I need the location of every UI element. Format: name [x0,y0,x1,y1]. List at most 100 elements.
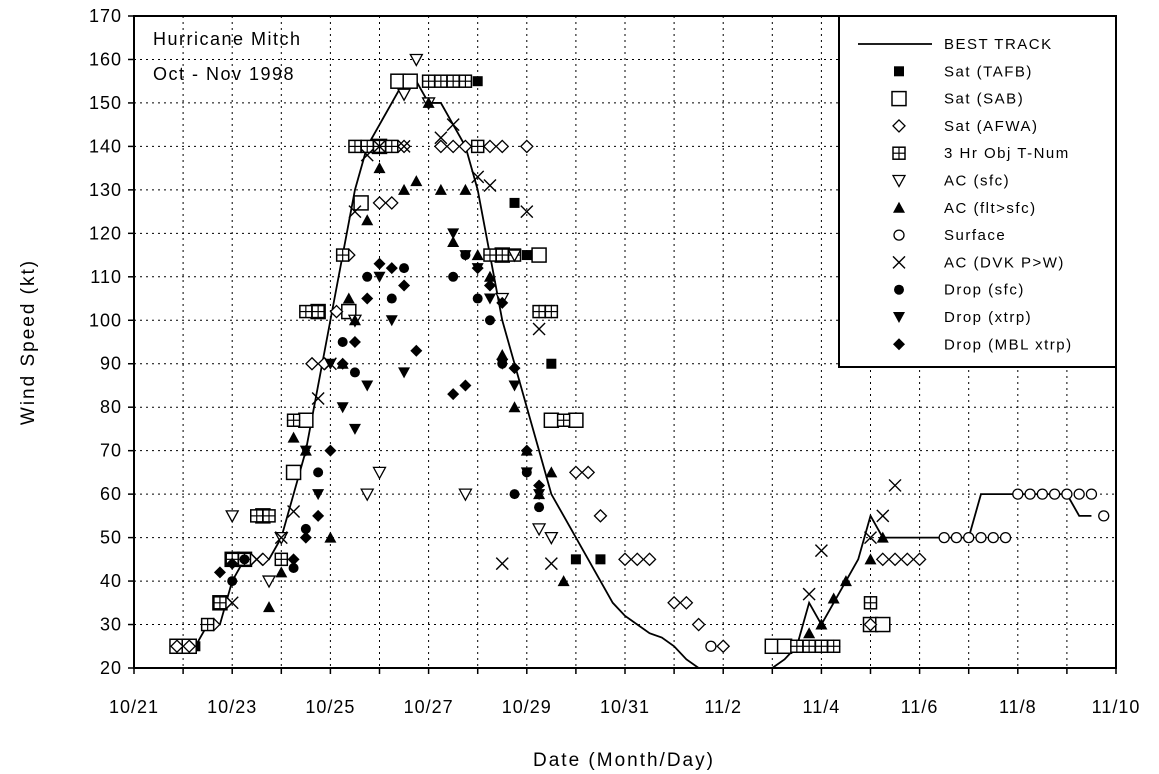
drop-sfc-point [472,293,483,304]
drop-mbl-xtrp-point [385,262,398,275]
drop-sfc-point [448,271,459,282]
y-tick-label: 90 [100,354,122,374]
x-tick-label: 11/4 [803,697,841,717]
ac-dvk-p-w-point [397,139,411,153]
sat-afwa-point [255,552,270,567]
drop-xtrp-point [373,271,386,283]
drop-xtrp-point [533,489,546,501]
y-tick-label: 30 [100,615,122,635]
ac-flt-sfc-point [447,236,460,248]
sat-afwa-point [170,639,184,654]
drop-mbl-xtrp-point [299,531,312,544]
sat-afwa-point [329,304,344,319]
ac-dvk-p-w-point [802,587,816,601]
drop-xtrp-point [336,402,349,414]
sat-afwa-point [618,552,632,567]
drop-xtrp-point [361,380,374,392]
drop-xtrp-point [483,293,496,305]
drop-mbl-xtrp-point [447,388,460,401]
surface-point [1085,488,1098,500]
sat-afwa-point [691,617,706,632]
x-tick-label: 10/29 [502,697,552,717]
drop-xtrp-point [398,367,411,379]
drop-mbl-xtrp-point [213,566,226,579]
ac-flt-sfc-point [483,270,496,282]
3-hr-obj-t-num-point [360,139,374,154]
ac-dvk-p-w-point [373,139,386,153]
x-tick-label: 11/2 [704,697,742,717]
ac-sfc-point [372,466,387,480]
ac-flt-sfc-point [459,183,472,195]
3-hr-obj-t-num-point [311,304,325,319]
chart-subtitle: Oct - Nov 1998 [153,64,295,84]
drop-sfc-point [227,576,238,587]
sat-afwa-point [593,508,608,523]
3-hr-obj-t-num-point [495,248,509,262]
sat-sab-point [353,195,369,211]
sat-afwa-point [384,195,399,210]
3-hr-obj-t-num-point [814,639,829,654]
drop-mbl-xtrp-point [226,557,239,570]
drop-sfc-point [484,315,495,326]
3-hr-obj-t-num-point [556,413,571,427]
drop-sfc-point [349,367,360,378]
y-tick-label: 20 [100,658,122,678]
ac-flt-sfc-point [348,314,361,326]
drop-xtrp-point [385,315,398,327]
3-hr-obj-t-num-point [250,509,264,523]
ac-dvk-p-w-point [544,557,558,571]
ac-flt-sfc-point [434,183,447,195]
sat-afwa-point [642,552,657,567]
drop-mbl-xtrp-point [398,279,411,292]
ac-flt-sfc-point [263,601,276,613]
legend-label-3-hr-obj-t-num: 3 Hr Obj T-Num [944,145,1070,162]
x-tick-label: 10/27 [404,697,454,717]
sat-sab-point [298,412,314,428]
ac-flt-sfc-point [864,553,877,565]
legend-swatch-sat-afwa [892,118,906,133]
ac-flt-sfc-point [275,566,288,578]
ac-dvk-p-w-point [888,478,902,492]
legend-label-ac-flt-sfc: AC (flt>sfc) [944,200,1037,217]
sat-afwa-point [888,552,902,567]
y-tick-label: 120 [89,223,122,243]
ac-dvk-p-w-point [864,531,877,545]
drop-sfc-point [337,337,348,347]
ac-flt-sfc-point [373,162,386,174]
surface-point [950,531,963,544]
drop-sfc-point [509,489,520,500]
sat-sab-point [543,412,560,428]
y-tick-label: 150 [89,93,122,113]
surface-point [987,531,999,544]
sat-afwa-point [519,139,534,154]
surface-point [963,531,975,544]
3-hr-obj-t-num-point [286,413,301,427]
ac-sfc-point [261,575,277,589]
x-tick-label: 10/23 [207,697,257,717]
ac-dvk-p-w-point [876,509,890,523]
drop-mbl-xtrp-point [312,509,325,522]
ac-dvk-p-w-point [311,392,325,406]
surface-point [1073,488,1085,500]
drop-sfc-point [239,554,250,565]
drop-sfc-point [362,271,373,282]
surface-point [1048,488,1061,500]
drop-mbl-xtrp-point [483,279,496,292]
ac-dvk-p-w-point [446,118,460,132]
drop-xtrp-point [299,445,312,457]
ac-flt-sfc-point [422,96,435,108]
3-hr-obj-t-num-point [213,596,227,610]
drop-xtrp-point [324,358,337,370]
legend-swatch-ac-flt-sfc [893,201,905,213]
chart-title-block: Hurricane Mitch Oct - Nov 1998 [153,29,300,84]
3-hr-obj-t-num-point [434,74,448,88]
3-hr-obj-t-num-point [790,639,804,654]
drop-mbl-xtrp-point [410,344,423,357]
sat-afwa-point [305,356,319,371]
x-tick-label: 11/8 [999,697,1037,717]
ac-sfc-point [507,249,522,263]
3-hr-obj-t-num-point [385,139,399,154]
sat-afwa-point [433,139,448,154]
drop-mbl-xtrp-point [533,479,546,492]
y-tick-label: 60 [100,484,122,504]
